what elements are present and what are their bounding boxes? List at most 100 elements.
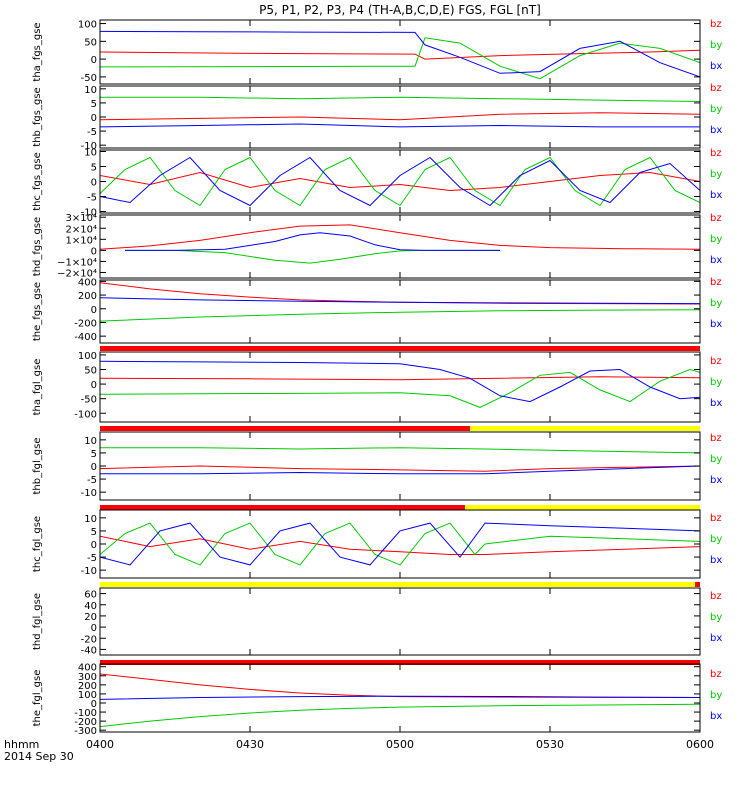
quality-bar-red <box>695 582 700 587</box>
y-tick-label: -40 <box>81 645 97 656</box>
y-axis-label: the_fgl_gse <box>32 670 43 727</box>
panel-frame <box>99 214 701 279</box>
series-group <box>100 673 700 728</box>
quality-bar-yellow <box>100 582 695 587</box>
legend-bz: bz <box>710 591 722 602</box>
series-group <box>100 282 700 322</box>
series-bz-thd_fgs_gse <box>100 224 700 250</box>
y-axis-label: thd_fgl_gse <box>32 593 43 650</box>
legend-by: by <box>710 454 722 465</box>
y-tick-label: -100 <box>74 708 97 719</box>
legend-bz: bz <box>710 433 722 444</box>
y-tick-label: 10 <box>84 148 97 159</box>
series-bz-thb_fgl_gse <box>100 465 700 472</box>
x-tick-label: 0430 <box>236 738 264 751</box>
series-bz-tha_fgl_gse <box>100 376 700 381</box>
quality-bar-red <box>100 426 470 431</box>
series-by-thb_fgs_gse <box>100 96 700 102</box>
y-tick-label: 100 <box>78 20 97 31</box>
quality-bar-red <box>100 505 465 510</box>
y-tick-label: 5 <box>91 527 97 538</box>
y-tick-label: 0 <box>91 55 97 66</box>
y-tick-label: 10 <box>84 436 97 447</box>
y-tick-label: 0 <box>91 178 97 189</box>
y-axis-label: thd_fgs_gse <box>32 217 43 276</box>
y-tick-label: −1×10⁴ <box>57 257 97 268</box>
legend-bz: bz <box>710 148 722 159</box>
series-bx-the_fgs_gse <box>100 297 700 305</box>
y-tick-label: -50 <box>81 73 97 84</box>
y-tick-label: -200 <box>74 318 97 329</box>
legend-by: by <box>710 298 722 309</box>
series-by-thc_fgs_gse <box>100 156 700 207</box>
series-by-thd_fgs_gse <box>125 249 500 264</box>
series-bx-tha_fgs_gse <box>100 30 700 78</box>
y-axis-label: thb_fgs_gse <box>32 87 43 146</box>
series-by-the_fgs_gse <box>100 309 700 322</box>
y-axis-label: thc_fgl_gse <box>32 516 43 572</box>
panel-frame <box>99 351 701 423</box>
panel-thb_fgl_gse: 10 5 0 -5 -10 thb_fgl_gse bz by bx <box>32 431 722 510</box>
y-tick-label: -10 <box>81 141 97 152</box>
y-tick-label: 10 <box>84 85 97 96</box>
panel-tha_fgs_gse: 100 50 0 -50 tha_fgs_gse bz by bx <box>32 19 722 85</box>
y-tick-label: -50 <box>81 395 97 406</box>
y-tick-label: 200 <box>78 681 97 692</box>
series-by-thc_fgl_gse <box>100 522 700 566</box>
series-group <box>100 96 700 128</box>
y-tick-label: 100 <box>78 690 97 701</box>
y-tick-label: -5 <box>87 127 97 138</box>
series-group <box>100 447 700 475</box>
y-tick-label: -5 <box>87 553 97 564</box>
legend-by: by <box>710 690 722 701</box>
series-bz-thb_fgs_gse <box>100 112 700 121</box>
y-axis-label: the_fgs_gse <box>32 282 43 341</box>
legend-bx: bx <box>710 555 722 566</box>
series-bx-thb_fgs_gse <box>100 123 700 128</box>
y-tick-label: 0 <box>91 380 97 391</box>
legend-bz: bz <box>710 19 722 30</box>
panel-frame <box>99 587 701 656</box>
legend-bz: bz <box>710 277 722 288</box>
y-tick-label: -20 <box>81 634 97 645</box>
y-tick-label: 0 <box>91 540 97 551</box>
chart-title: P5, P1, P2, P3, P4 (TH-A,B,C,D,E) FGS, F… <box>259 3 541 17</box>
y-tick-label: 40 <box>84 601 97 612</box>
y-tick-label: 0 <box>91 246 97 257</box>
y-axis-label: thb_fgl_gse <box>32 438 43 495</box>
quality-bar-red <box>100 346 700 351</box>
y-tick-label: 0 <box>91 462 97 473</box>
series-bz-thc_fgl_gse <box>100 535 700 555</box>
legend-bx: bx <box>710 398 722 409</box>
series-by-thb_fgl_gse <box>100 447 700 454</box>
quality-bar-yellow <box>470 426 700 431</box>
panel-the_fgs_gse: 400 200 0 -200 -400 the_fgs_gse bz by bx <box>32 277 722 351</box>
panel-tha_fgl_gse: 100 50 0 -50 -100 tha_fgl_gse bz by bx <box>32 351 722 431</box>
y-tick-label: -5 <box>87 193 97 204</box>
series-bx-thb_fgl_gse <box>100 465 700 475</box>
series-bx-thc_fgl_gse <box>100 522 700 566</box>
y-tick-label: -300 <box>74 726 97 737</box>
y-tick-label: 0 <box>91 699 97 710</box>
y-tick-label: 5 <box>91 99 97 110</box>
legend-bx: bx <box>710 319 722 330</box>
series-by-tha_fgl_gse <box>100 368 700 408</box>
legend-bz: bz <box>710 213 722 224</box>
legend-by: by <box>710 104 722 115</box>
y-tick-label: 10 <box>84 514 97 525</box>
panel-frame <box>99 279 701 344</box>
y-tick-label: 400 <box>78 277 97 288</box>
y-tick-label: -10 <box>81 566 97 577</box>
legend-by: by <box>710 534 722 545</box>
y-tick-label: 5 <box>91 163 97 174</box>
x-tick-label: 0400 <box>86 738 114 751</box>
legend-by: by <box>710 234 722 245</box>
y-tick-label: 300 <box>78 672 97 683</box>
x-tick-label: 0500 <box>386 738 414 751</box>
x-tick-label: 0600 <box>686 738 714 751</box>
panel-frame <box>99 149 701 214</box>
y-tick-label: 100 <box>78 351 97 362</box>
legend-by: by <box>710 612 722 623</box>
series-bx-thd_fgs_gse <box>125 232 500 251</box>
